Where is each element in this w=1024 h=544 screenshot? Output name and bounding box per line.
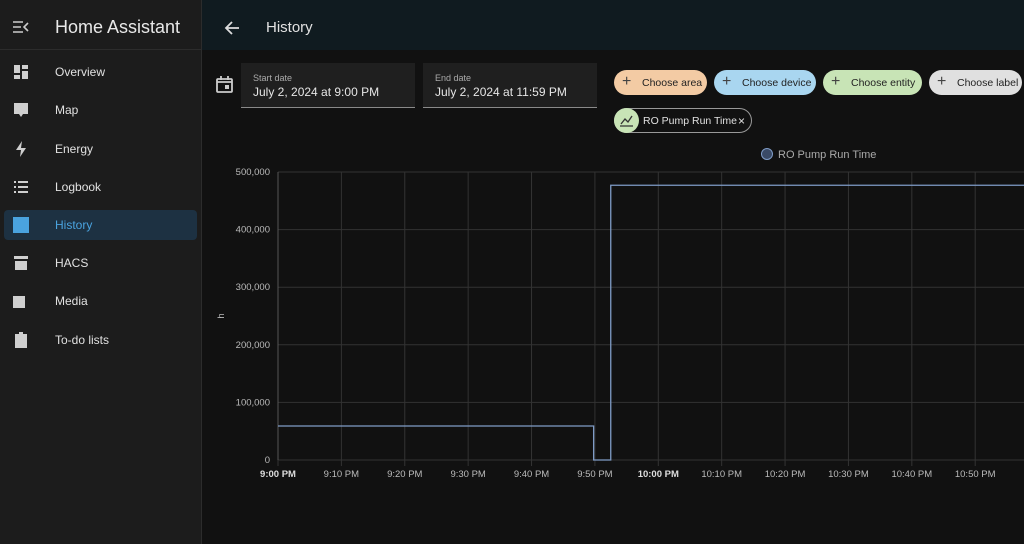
back-button[interactable] <box>224 20 240 36</box>
icon-shape <box>14 103 28 117</box>
y-tick-label: 500,000 <box>236 167 270 178</box>
field-value: July 2, 2024 at 11:59 PM <box>435 85 567 99</box>
icon-shape <box>16 141 26 157</box>
page-title: History <box>266 19 313 36</box>
legend-label[interactable]: RO Pump Run Time <box>778 149 876 161</box>
nav-item[interactable]: To-do lists <box>55 333 110 347</box>
nav-icon <box>14 65 28 79</box>
remove-button[interactable]: × <box>738 114 746 128</box>
icon-shape <box>14 181 28 193</box>
x-tick-label: 9:10 PM <box>324 469 359 480</box>
x-tick-label: 9:00 PM <box>260 469 296 480</box>
chip-plus: + <box>722 73 732 90</box>
y-tick-label: 200,000 <box>236 340 270 351</box>
nav-item[interactable]: Overview <box>55 65 106 79</box>
nav-icon <box>14 256 28 270</box>
chart: h 0 100,000 200,000 300,000 400,000 500,000 9:… <box>216 148 1024 480</box>
nav-icon <box>13 296 25 308</box>
icon-shape <box>13 217 29 233</box>
end-date-field[interactable]: End date July 2, 2024 at 11:59 PM <box>423 63 597 108</box>
x-tick-label: 10:50 PM <box>955 469 996 480</box>
top-bar <box>202 0 1024 50</box>
chip-label: Choose area <box>642 76 703 89</box>
chip-plus: + <box>937 73 947 90</box>
filter-chip[interactable]: + Choose area <box>614 70 707 95</box>
icon-shape <box>15 332 27 348</box>
nav-icon <box>15 332 27 348</box>
nav-item[interactable]: Logbook <box>55 180 102 194</box>
selected-entity-chip[interactable]: RO Pump Run Time × <box>614 108 752 133</box>
filter-chip[interactable]: + Choose device <box>714 70 816 95</box>
x-tick-label: 10:30 PM <box>828 469 869 480</box>
nav-icon <box>14 181 28 193</box>
x-tick-label: 10:40 PM <box>891 469 932 480</box>
nav-item[interactable]: Media <box>55 294 88 308</box>
y-tick-label: 100,000 <box>236 397 270 408</box>
series-line <box>278 184 1024 461</box>
field-label: Start date <box>253 73 293 83</box>
nav-item[interactable]: Energy <box>55 142 94 156</box>
nav-icon <box>14 103 28 117</box>
nav-item[interactable]: History <box>55 218 93 232</box>
filter-chip[interactable]: + Choose label <box>929 70 1022 95</box>
nav-icon <box>16 141 26 157</box>
filter-chip[interactable]: + Choose entity <box>823 70 922 95</box>
entity-icon <box>614 108 639 133</box>
y-tick-label: 0 <box>265 455 270 466</box>
start-date-field[interactable]: Start date July 2, 2024 at 9:00 PM <box>241 63 415 108</box>
y-axis-label: h <box>216 313 227 318</box>
sidebar: Home Assistant Overview Map Energy Logbook H… <box>0 0 202 544</box>
icon-shape <box>14 256 28 270</box>
chip-label: Choose device <box>742 76 812 89</box>
x-tick-label: 10:00 PM <box>638 469 679 480</box>
chip-label: RO Pump Run Time <box>643 114 737 127</box>
x-tick-label: 9:50 PM <box>577 469 612 480</box>
legend-marker <box>761 148 773 160</box>
chip-plus: + <box>831 73 841 90</box>
menu-button[interactable] <box>12 20 30 34</box>
x-tick-label: 9:40 PM <box>514 469 549 480</box>
nav-item[interactable]: HACS <box>55 256 89 270</box>
nav-icon <box>13 217 29 233</box>
x-tick-label: 10:20 PM <box>765 469 806 480</box>
y-tick-label: 300,000 <box>236 282 270 293</box>
x-tick-label: 9:20 PM <box>387 469 422 480</box>
chip-label: Choose label <box>957 76 1019 89</box>
field-value: July 2, 2024 at 9:00 PM <box>253 85 380 99</box>
chip-plus: + <box>622 73 632 90</box>
app-title: Home Assistant <box>55 17 181 37</box>
calendar-icon <box>216 76 233 93</box>
icon-shape <box>14 65 28 79</box>
field-label: End date <box>435 73 472 83</box>
icon-shape <box>13 296 25 308</box>
active-highlight <box>4 210 197 240</box>
x-tick-label: 9:30 PM <box>450 469 485 480</box>
y-tick-label: 400,000 <box>236 225 270 236</box>
x-tick-label: 10:10 PM <box>701 469 742 480</box>
chip-label: Choose entity <box>851 76 916 89</box>
nav-item[interactable]: Map <box>55 103 79 117</box>
